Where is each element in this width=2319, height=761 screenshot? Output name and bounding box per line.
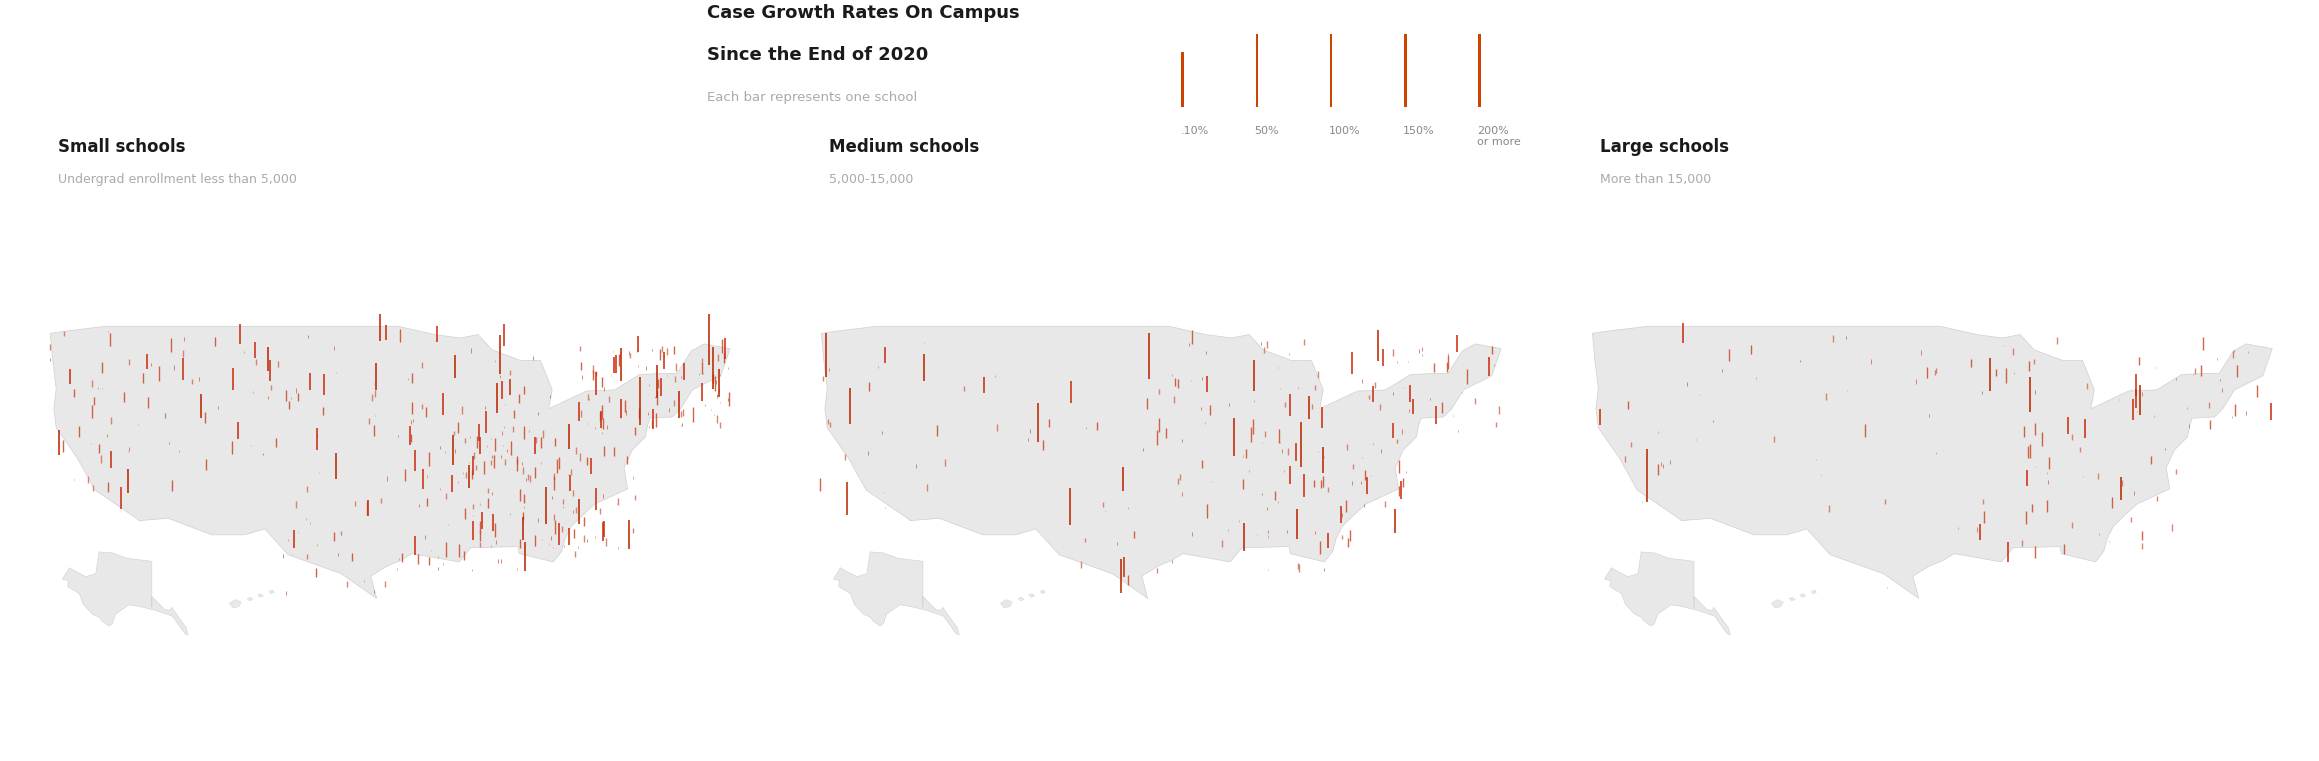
Bar bbox=[1403, 0, 1408, 107]
Text: More than 15,000: More than 15,000 bbox=[1600, 174, 1711, 186]
Polygon shape bbox=[1605, 552, 1730, 635]
Text: Large schools: Large schools bbox=[1600, 138, 1730, 156]
Polygon shape bbox=[1041, 591, 1046, 594]
Bar bbox=[1180, 52, 1185, 107]
Polygon shape bbox=[257, 594, 264, 597]
Text: Case Growth Rates On Campus: Case Growth Rates On Campus bbox=[707, 4, 1020, 22]
Text: .10%: .10% bbox=[1180, 126, 1208, 135]
Polygon shape bbox=[1811, 591, 1816, 594]
Polygon shape bbox=[999, 600, 1011, 608]
Polygon shape bbox=[63, 552, 188, 635]
Polygon shape bbox=[1772, 600, 1783, 608]
Polygon shape bbox=[1790, 597, 1795, 600]
Text: 100%: 100% bbox=[1329, 126, 1361, 135]
Text: 50%: 50% bbox=[1255, 126, 1280, 135]
Text: 150%: 150% bbox=[1403, 126, 1435, 135]
Polygon shape bbox=[248, 597, 253, 600]
Polygon shape bbox=[821, 326, 1500, 598]
Text: Medium schools: Medium schools bbox=[830, 138, 979, 156]
Text: 200%
or more: 200% or more bbox=[1477, 126, 1521, 147]
Polygon shape bbox=[230, 600, 241, 608]
Polygon shape bbox=[269, 591, 274, 594]
Text: Undergrad enrollment less than 5,000: Undergrad enrollment less than 5,000 bbox=[58, 174, 297, 186]
Polygon shape bbox=[833, 552, 960, 635]
Text: Small schools: Small schools bbox=[58, 138, 186, 156]
Polygon shape bbox=[1593, 326, 2273, 598]
Text: Since the End of 2020: Since the End of 2020 bbox=[707, 46, 928, 64]
Bar bbox=[1329, 0, 1333, 107]
Polygon shape bbox=[1800, 594, 1807, 597]
Bar bbox=[1477, 0, 1482, 107]
Polygon shape bbox=[51, 326, 730, 598]
Polygon shape bbox=[1018, 597, 1025, 600]
Polygon shape bbox=[1030, 594, 1034, 597]
Text: Each bar represents one school: Each bar represents one school bbox=[707, 91, 918, 104]
Text: 5,000-15,000: 5,000-15,000 bbox=[830, 174, 914, 186]
Bar bbox=[1255, 0, 1259, 107]
